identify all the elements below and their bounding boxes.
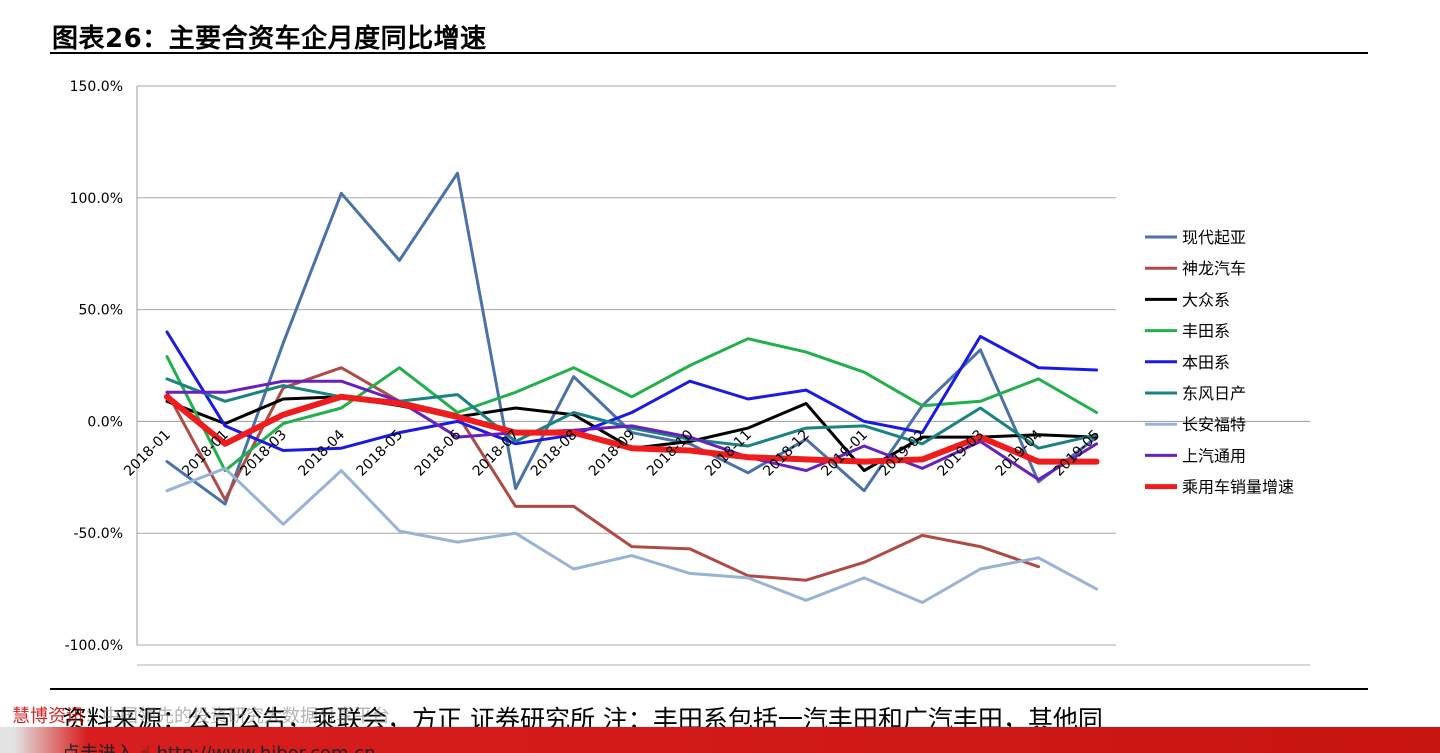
x-tick-label: 2018-09 [586, 427, 639, 480]
legend-label: 大众系 [1182, 290, 1230, 309]
series-line [165, 330, 1099, 452]
banner-link[interactable]: 点击进入 ☝ http://www.hibor.com.cn [62, 739, 376, 753]
grid-lines [136, 85, 1310, 666]
series-line [165, 379, 1099, 481]
y-tick-label: -100.0% [65, 638, 123, 654]
legend-label: 丰田系 [1182, 322, 1230, 341]
series-line [165, 337, 1099, 473]
series-line [165, 171, 1099, 506]
banner-link-label: 点击进入 [62, 743, 134, 753]
y-tick-label: 150.0% [70, 79, 123, 95]
bottom-banner[interactable]: 点击进入 ☝ http://www.hibor.com.cn [0, 727, 1440, 753]
series-line [165, 366, 1040, 582]
bottom-rule [50, 688, 1368, 690]
x-tick-label: 2018-01 [121, 427, 174, 480]
y-axis-ticks: 150.0% 100.0% 50.0% 0.0% -50.0% -100.0% [65, 79, 123, 654]
watermark: 慧博资讯：中国领先的投资研究大数据分享平台 [12, 702, 390, 728]
y-tick-label: 0.0% [87, 414, 123, 430]
legend-label: 东风日产 [1182, 384, 1246, 403]
y-tick-label: 50.0% [79, 303, 123, 319]
y-tick-label: -50.0% [73, 526, 123, 542]
legend-label: 神龙汽车 [1182, 259, 1246, 278]
title-rule [50, 52, 1368, 54]
y-tick-label: 100.0% [70, 191, 123, 207]
watermark-brand: 慧博资讯 [12, 706, 84, 727]
series-line [165, 466, 1099, 604]
legend-label: 长安福特 [1182, 415, 1246, 434]
banner-link-url: http://www.hibor.com.cn [156, 743, 375, 753]
cursor-hand-icon: ☝ [140, 743, 151, 753]
legend-label: 本田系 [1182, 353, 1230, 372]
series-line [165, 377, 1099, 450]
page-title: 图表26：主要合资车企月度同比增速 [52, 24, 487, 54]
watermark-tagline: ：中国领先的投资研究大数据分享平台 [84, 706, 390, 727]
x-tick-label: 2018-05 [354, 427, 407, 480]
series-line [164, 393, 1100, 465]
x-tick-label: 2018-06 [412, 427, 465, 480]
legend-label: 上汽通用 [1182, 446, 1246, 465]
legend-label: 乘用车销量增速 [1182, 478, 1294, 497]
series-lines [164, 171, 1100, 604]
legend-label: 现代起亚 [1182, 228, 1246, 247]
